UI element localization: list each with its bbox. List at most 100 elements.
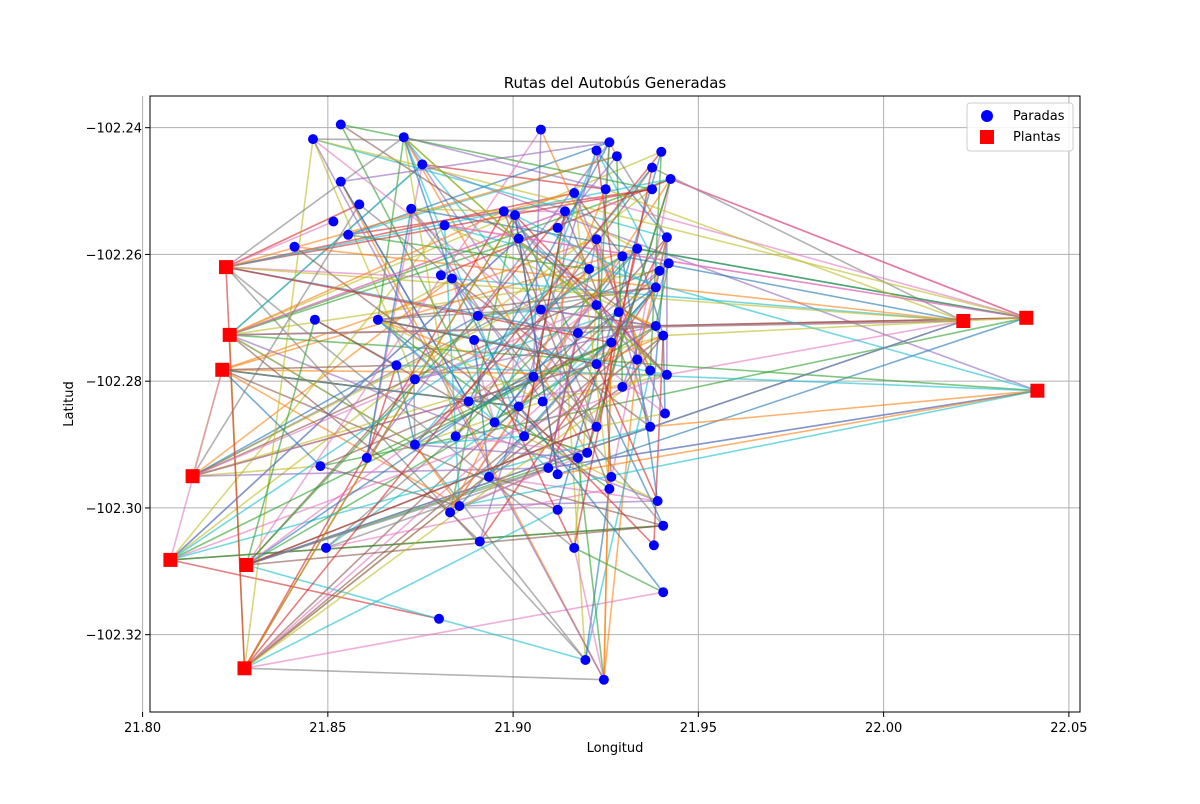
stop-point xyxy=(543,463,554,473)
stop-point xyxy=(309,314,320,325)
route-segment xyxy=(451,278,520,407)
route-segment xyxy=(451,277,664,527)
stop-point xyxy=(606,337,617,348)
x-tick-label: 21.90 xyxy=(494,721,531,736)
route-segment xyxy=(666,320,964,376)
route-segment xyxy=(488,476,658,502)
stop-point xyxy=(611,151,622,162)
stop-point xyxy=(439,220,450,231)
stop-point xyxy=(398,132,409,143)
route-segment xyxy=(547,239,598,469)
route-segment xyxy=(340,141,610,183)
stop-point xyxy=(434,613,444,624)
stop-point xyxy=(591,300,602,311)
stop-point xyxy=(572,328,583,338)
stop-point xyxy=(469,335,480,345)
stop-point xyxy=(498,206,509,217)
stop-point xyxy=(598,674,609,685)
route-segment xyxy=(244,369,651,669)
stop-point xyxy=(647,162,658,173)
route-segment xyxy=(655,263,670,327)
route-segment xyxy=(449,511,481,543)
route-segment xyxy=(459,457,579,507)
route-segment xyxy=(595,142,611,365)
stop-point xyxy=(391,360,402,371)
stop-point xyxy=(535,304,546,315)
route-segment xyxy=(222,364,397,371)
route-segment xyxy=(246,524,664,566)
route-segment xyxy=(225,192,575,268)
route-segment xyxy=(340,123,653,190)
stop-point xyxy=(661,369,672,380)
route-segment xyxy=(312,138,416,380)
route-segment xyxy=(225,266,612,344)
stop-point xyxy=(648,540,659,551)
route-segment xyxy=(243,210,505,669)
route-lines xyxy=(169,123,1038,681)
stop-point xyxy=(354,199,365,210)
route-segment xyxy=(225,203,360,268)
route-segment xyxy=(312,138,666,415)
route-segment xyxy=(488,476,664,527)
stop-point xyxy=(658,587,669,598)
stop-point xyxy=(591,421,602,432)
stop-point xyxy=(537,396,548,407)
route-segment xyxy=(225,220,334,268)
route-segment xyxy=(595,239,613,477)
route-segment xyxy=(422,163,1038,392)
stop-point xyxy=(613,307,624,318)
axes-frame xyxy=(149,95,1081,713)
route-segment xyxy=(449,178,672,513)
route-segment xyxy=(573,192,624,257)
route-segment xyxy=(366,208,412,459)
plant-point xyxy=(163,552,178,567)
stop-point xyxy=(315,461,326,472)
stop-point xyxy=(406,203,417,214)
stop-point xyxy=(617,381,628,392)
route-segment xyxy=(414,444,587,661)
plant-point xyxy=(222,327,237,342)
stop-point xyxy=(435,270,446,281)
route-segment xyxy=(169,369,224,561)
route-segment xyxy=(467,141,611,402)
legend-label-plantas: Plantas xyxy=(1013,130,1061,145)
stop-point xyxy=(660,408,670,419)
route-segment xyxy=(451,277,964,322)
stop-point xyxy=(528,371,539,382)
stop-point xyxy=(569,188,580,198)
route-segment xyxy=(170,559,440,620)
route-segment xyxy=(222,247,638,371)
route-segment xyxy=(221,369,460,507)
route-segment xyxy=(518,406,664,593)
y-tick-label: −102.32 xyxy=(86,629,142,644)
stop-point xyxy=(489,417,500,428)
stop-point xyxy=(654,265,665,276)
plant-point xyxy=(185,469,200,484)
stop-point xyxy=(632,243,643,254)
route-segment xyxy=(192,277,453,477)
route-segment xyxy=(564,210,638,250)
stop-markers xyxy=(289,119,676,685)
stop-point xyxy=(591,359,602,370)
route-segment xyxy=(444,224,1027,319)
stop-point xyxy=(580,655,591,665)
route-segment xyxy=(577,457,605,680)
stop-point xyxy=(663,258,674,269)
y-tick-label: −102.28 xyxy=(86,375,142,390)
route-segment xyxy=(403,136,668,376)
route-segment xyxy=(244,591,664,670)
y-axis-label: Latitud xyxy=(62,381,77,427)
y-tick-label: −102.24 xyxy=(86,122,142,137)
route-segment xyxy=(636,237,668,360)
stop-point xyxy=(409,374,420,385)
route-segment xyxy=(573,167,653,549)
route-segment xyxy=(503,192,575,213)
route-segment xyxy=(573,547,664,593)
route-segment xyxy=(192,268,590,477)
stop-point xyxy=(617,251,628,262)
y-axis-ticks: −102.24 −102.26 −102.28 −102.30 −102.32 xyxy=(86,122,150,644)
route-segment xyxy=(411,208,504,213)
stop-point xyxy=(552,504,563,515)
route-segment xyxy=(377,319,549,469)
